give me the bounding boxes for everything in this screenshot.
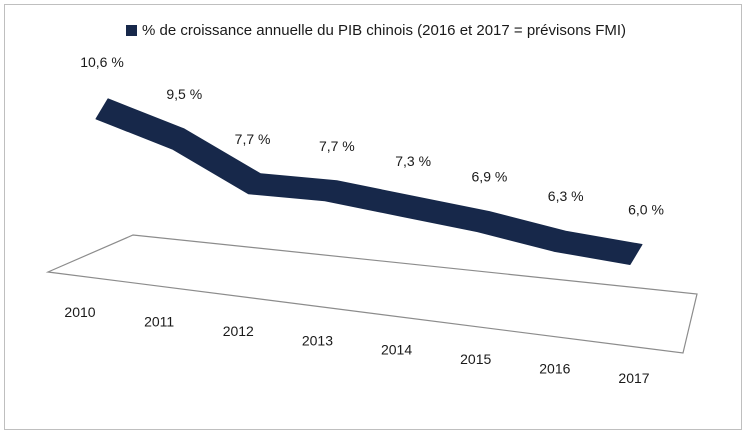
x-tick-label: 2015 [460, 351, 491, 367]
data-label: 10,6 % [80, 54, 124, 70]
legend-label: % de croissance annuelle du PIB chinois … [142, 22, 627, 39]
x-tick-label: 2010 [64, 304, 95, 320]
data-label: 7,7 % [235, 131, 271, 147]
series-ribbon [95, 98, 643, 265]
x-tick-label: 2016 [539, 361, 570, 377]
x-tick-label: 2012 [223, 323, 254, 339]
data-label: 9,5 % [166, 86, 202, 102]
legend: % de croissance annuelle du PIB chinois … [126, 22, 626, 39]
x-tick-label: 2013 [302, 332, 333, 348]
data-label: 6,0 % [628, 202, 664, 218]
x-tick-label: 2014 [381, 342, 412, 358]
data-label: 7,7 % [319, 138, 355, 154]
x-tick-label: 2017 [618, 370, 649, 386]
data-label: 7,3 % [395, 153, 431, 169]
floor-plane [45, 234, 698, 354]
data-label: 6,9 % [472, 169, 508, 185]
chart-frame [4, 4, 742, 430]
data-label: 6,3 % [548, 188, 584, 204]
x-tick-label: 2011 [144, 313, 174, 329]
legend-swatch [126, 25, 137, 36]
